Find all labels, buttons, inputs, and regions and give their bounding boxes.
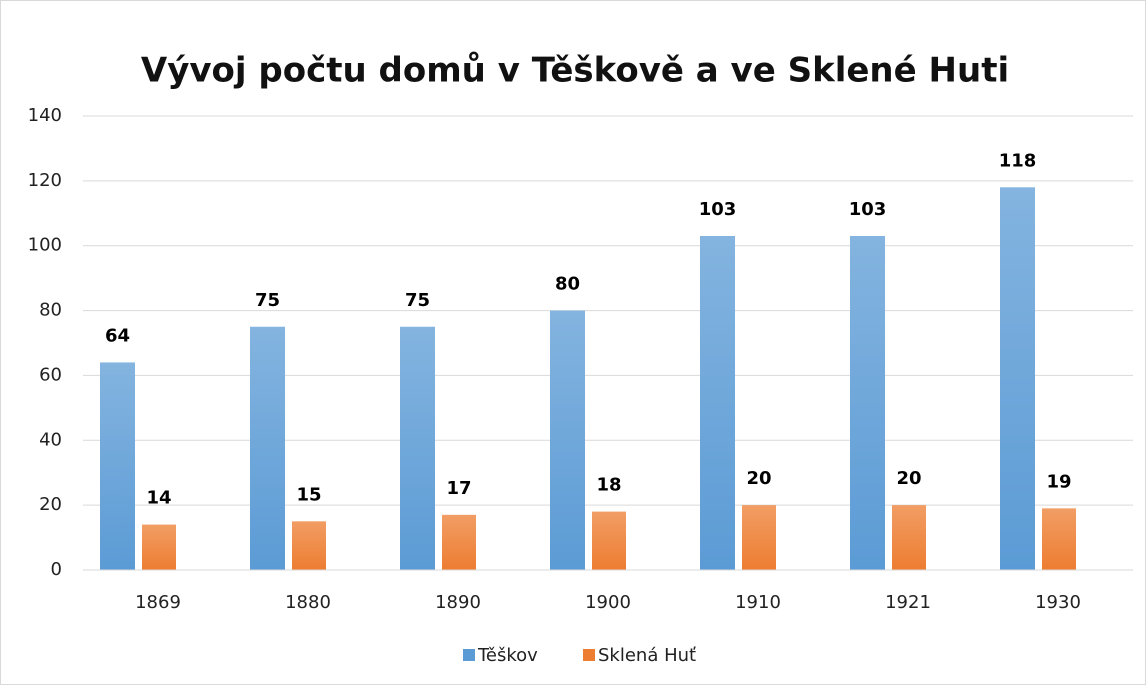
value-label: 103 [849, 199, 887, 220]
x-tick-label: 1900 [585, 592, 631, 613]
bar-shine [400, 326, 435, 570]
bar-shine [592, 511, 626, 570]
y-tick-label: 80 [39, 300, 62, 321]
value-label: 103 [699, 199, 737, 220]
value-label: 20 [896, 468, 921, 489]
legend-label: Těškov [477, 645, 538, 666]
bar-shine [100, 362, 135, 570]
x-tick-label: 1880 [285, 592, 331, 613]
value-label: 80 [555, 274, 580, 295]
value-label: 75 [405, 290, 430, 311]
x-tick-label: 1910 [735, 592, 781, 613]
value-label: 17 [446, 478, 471, 499]
bar-shine [292, 521, 326, 570]
legend-label: Sklená Huť [598, 645, 696, 666]
bar-shine [892, 505, 926, 570]
y-tick-label: 20 [39, 494, 62, 515]
x-tick-label: 1930 [1035, 592, 1081, 613]
y-tick-label: 0 [51, 559, 62, 580]
value-label: 20 [746, 468, 771, 489]
value-label: 64 [105, 325, 130, 346]
legend-swatch [463, 649, 475, 661]
value-label: 15 [296, 484, 321, 505]
x-tick-label: 1921 [885, 592, 931, 613]
bar-shine [1000, 187, 1035, 571]
y-tick-label: 100 [28, 235, 62, 256]
chart-title: Vývoj počtu domů v Těškově a ve Sklené H… [141, 51, 1009, 91]
value-label: 118 [999, 150, 1037, 171]
value-label: 18 [596, 475, 621, 496]
bar-shine [700, 235, 735, 570]
legend-swatch [583, 649, 595, 661]
bar-shine [1042, 508, 1076, 570]
value-label: 19 [1046, 471, 1071, 492]
bar-shine [850, 235, 885, 570]
bar-shine [442, 514, 476, 570]
bar-shine [742, 505, 776, 570]
x-tick-label: 1869 [135, 592, 181, 613]
y-tick-label: 60 [39, 364, 62, 385]
y-tick-label: 40 [39, 429, 62, 450]
bar-shine [250, 326, 285, 570]
bar-shine [142, 524, 176, 570]
value-label: 75 [255, 290, 280, 311]
y-tick-label: 140 [28, 105, 62, 126]
x-tick-label: 1890 [435, 592, 481, 613]
value-label: 14 [146, 488, 171, 509]
y-tick-label: 120 [28, 170, 62, 191]
bar-shine [550, 310, 585, 570]
